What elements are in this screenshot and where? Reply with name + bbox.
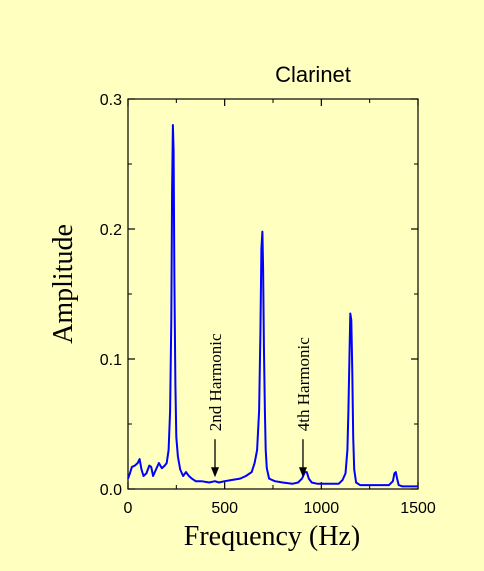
- x-axis-title: Frequency (Hz): [184, 521, 360, 552]
- y-tick-label: 0.0: [100, 482, 122, 499]
- annotation-label: 4th Harmonic: [294, 337, 313, 431]
- x-tick-label: 500: [211, 500, 238, 517]
- x-tick-label: 1500: [400, 500, 436, 517]
- plot-area: 0 500 1000 1500 0.0 0.1 0.2 0.3 2nd Harmonic 4th …: [100, 92, 436, 517]
- y-tick-label: 0.1: [100, 352, 122, 369]
- series-line: [127, 124, 418, 488]
- annotation-label: 2nd Harmonic: [206, 333, 225, 431]
- y-tick-label: 0.3: [100, 92, 122, 109]
- y-tick-label: 0.2: [100, 222, 122, 239]
- x-tick-label: 0: [124, 500, 133, 517]
- x-tick-label: 1000: [304, 500, 340, 517]
- y-axis-title: Amplitude: [48, 224, 79, 344]
- annotation-arrow-head: [298, 467, 307, 478]
- annotation-arrow-head: [211, 467, 219, 478]
- chart-title: Clarinet: [275, 62, 351, 87]
